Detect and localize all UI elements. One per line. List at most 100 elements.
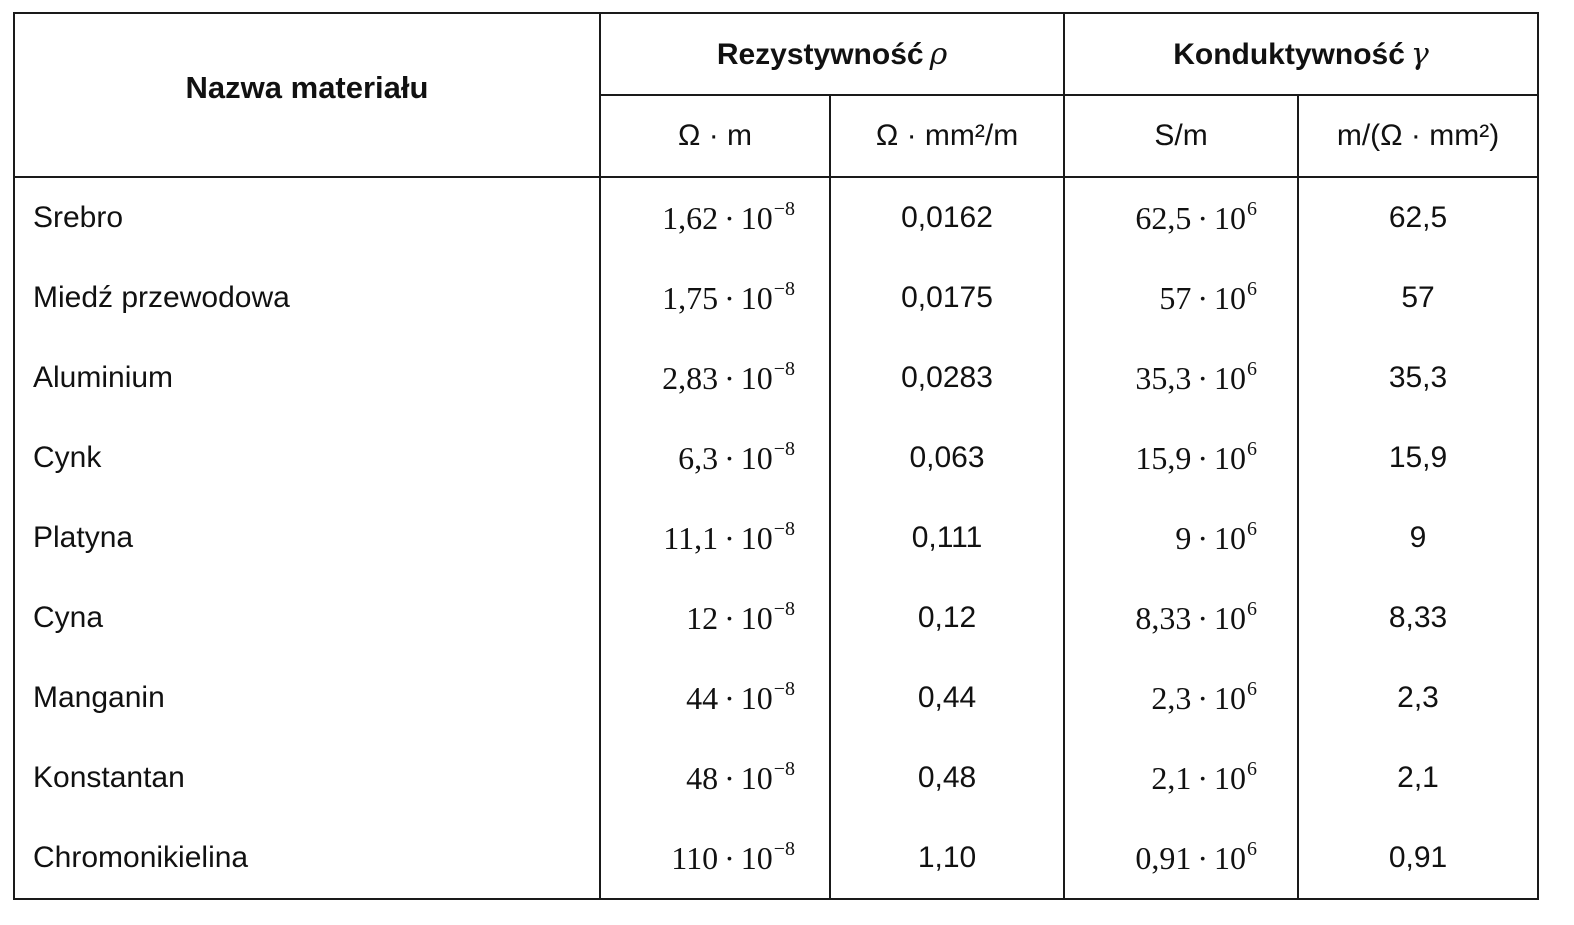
- resistivity-symbol: ρ: [929, 36, 948, 72]
- material-name-cell: Cynk: [13, 418, 601, 498]
- power-base: 10: [740, 519, 773, 556]
- power-base: 10: [740, 199, 773, 236]
- multiply-sign: ·: [1197, 599, 1209, 636]
- res-practical-cell: 0,0162: [828, 177, 1066, 258]
- res-si-cell: 12 · 10−8: [599, 578, 831, 658]
- cond-si-cell: 8,33 · 106: [1063, 578, 1300, 658]
- unit-conductivity-practical: m/(Ω · mm²): [1297, 95, 1540, 178]
- res-practical-cell: 0,0283: [828, 338, 1066, 418]
- res-practical-cell: 0,063: [828, 418, 1066, 498]
- multiply-sign: ·: [724, 679, 735, 716]
- power-base: 10: [1214, 759, 1247, 796]
- cond-si-cell: 57 · 106: [1063, 258, 1300, 338]
- power-base: 10: [1214, 279, 1247, 316]
- res-si-cell: 11,1 · 10−8: [599, 498, 831, 578]
- cond-practical-cell: 15,9: [1297, 418, 1540, 498]
- material-name-cell: Aluminium: [13, 338, 601, 418]
- power-base: 10: [740, 599, 773, 636]
- table-row: Srebro 1,62 · 10−8 0,0162 62,5 · 106 62,5: [13, 177, 1540, 258]
- power-base: 10: [1214, 519, 1247, 556]
- cond-si-exponent: 6: [1247, 437, 1258, 460]
- material-name-cell: Miedź przewodowa: [13, 258, 601, 338]
- res-si-cell: 44 · 10−8: [599, 658, 831, 738]
- power-base: 10: [1214, 359, 1247, 396]
- cond-si-mantissa: 57: [1159, 279, 1192, 316]
- material-name-header: Nazwa materiału: [13, 13, 601, 178]
- power-base: 10: [1214, 199, 1247, 236]
- unit-conductivity-si: S/m: [1063, 95, 1300, 178]
- multiply-sign: ·: [724, 599, 735, 636]
- res-si-cell: 1,62 · 10−8: [599, 177, 831, 258]
- res-practical-cell: 0,0175: [828, 258, 1066, 338]
- cond-practical-cell: 2,3: [1297, 658, 1540, 738]
- material-properties-table: Nazwa materiału Rezystywność ρ Konduktywn…: [13, 12, 1540, 900]
- header-row-groups: Nazwa materiału Rezystywność ρ Konduktywn…: [13, 13, 1540, 178]
- res-practical-cell: 0,48: [828, 738, 1066, 818]
- res-si-cell: 2,83 · 10−8: [599, 338, 831, 418]
- res-si-exponent: −8: [773, 677, 795, 700]
- cond-si-exponent: 6: [1247, 277, 1258, 300]
- res-si-exponent: −8: [773, 837, 795, 860]
- cond-si-mantissa: 0,91: [1135, 839, 1192, 876]
- cond-si-exponent: 6: [1247, 677, 1258, 700]
- unit-resistivity-practical: Ω · mm²/m: [828, 95, 1066, 178]
- table-row: Cynk 6,3 · 10−8 0,063 15,9 · 106 15,9: [13, 418, 1540, 498]
- res-si-mantissa: 48: [686, 759, 719, 796]
- res-si-mantissa: 44: [686, 679, 719, 716]
- table-row: Chromonikielina 110 · 10−8 1,10 0,91 · 106 0,91: [13, 818, 1540, 899]
- multiply-sign: ·: [1197, 279, 1209, 316]
- material-name-cell: Chromonikielina: [13, 818, 601, 899]
- power-base: 10: [1214, 599, 1247, 636]
- table-row: Aluminium 2,83 · 10−8 0,0283 35,3 · 106 35,3: [13, 338, 1540, 418]
- multiply-sign: ·: [1197, 439, 1209, 476]
- multiply-sign: ·: [724, 279, 735, 316]
- res-practical-cell: 0,44: [828, 658, 1066, 738]
- res-si-exponent: −8: [773, 277, 795, 300]
- multiply-sign: ·: [724, 359, 735, 396]
- material-name-header-label: Nazwa materiału: [185, 70, 429, 105]
- cond-si-mantissa: 35,3: [1135, 359, 1192, 396]
- table-row: Konstantan 48 · 10−8 0,48 2,1 · 106 2,1: [13, 738, 1540, 818]
- multiply-sign: ·: [1197, 759, 1209, 796]
- multiply-sign: ·: [724, 519, 735, 556]
- res-si-exponent: −8: [773, 517, 795, 540]
- multiply-sign: ·: [724, 759, 735, 796]
- material-name-cell: Srebro: [13, 177, 601, 258]
- power-base: 10: [740, 679, 773, 716]
- material-name-cell: Manganin: [13, 658, 601, 738]
- multiply-sign: ·: [1197, 839, 1209, 876]
- header-row-units: Ω · m Ω · mm²/m S/m m/(Ω · mm²): [14, 95, 1540, 178]
- res-si-mantissa: 1,62: [662, 199, 719, 236]
- res-practical-cell: 0,111: [828, 498, 1066, 578]
- multiply-sign: ·: [1197, 679, 1209, 716]
- res-si-cell: 6,3 · 10−8: [599, 418, 831, 498]
- res-si-mantissa: 1,75: [662, 279, 719, 316]
- res-si-exponent: −8: [773, 597, 795, 620]
- cond-si-mantissa: 62,5: [1135, 199, 1192, 236]
- resistivity-header: Rezystywność ρ: [598, 13, 1066, 96]
- cond-si-mantissa: 2,1: [1151, 759, 1192, 796]
- cond-si-exponent: 6: [1247, 357, 1258, 380]
- cond-si-mantissa: 9: [1175, 519, 1192, 556]
- res-si-mantissa: 6,3: [678, 439, 719, 476]
- table-row: Platyna 11,1 · 10−8 0,111 9 · 106 9: [13, 498, 1540, 578]
- power-base: 10: [1214, 439, 1247, 476]
- cond-si-exponent: 6: [1247, 517, 1258, 540]
- table-row: Miedź przewodowa 1,75 · 10−8 0,0175 57 · 106 57: [13, 258, 1540, 338]
- res-si-mantissa: 11,1: [663, 519, 719, 556]
- power-base: 10: [1214, 839, 1247, 876]
- multiply-sign: ·: [1197, 199, 1209, 236]
- res-si-mantissa: 2,83: [662, 359, 719, 396]
- res-si-cell: 48 · 10−8: [599, 738, 831, 818]
- cond-si-cell: 0,91 · 106: [1063, 818, 1300, 899]
- table-row: Manganin 44 · 10−8 0,44 2,3 · 106 2,3: [13, 658, 1540, 738]
- res-si-mantissa: 12: [686, 599, 719, 636]
- res-si-exponent: −8: [773, 437, 795, 460]
- res-si-exponent: −8: [773, 357, 795, 380]
- table-row: Cyna 12 · 10−8 0,12 8,33 · 106 8,33: [13, 578, 1540, 658]
- cond-practical-cell: 8,33: [1297, 578, 1540, 658]
- resistivity-header-label: Rezystywność: [716, 37, 924, 71]
- res-si-exponent: −8: [773, 757, 795, 780]
- res-si-cell: 110 · 10−8: [599, 818, 831, 899]
- multiply-sign: ·: [724, 839, 735, 876]
